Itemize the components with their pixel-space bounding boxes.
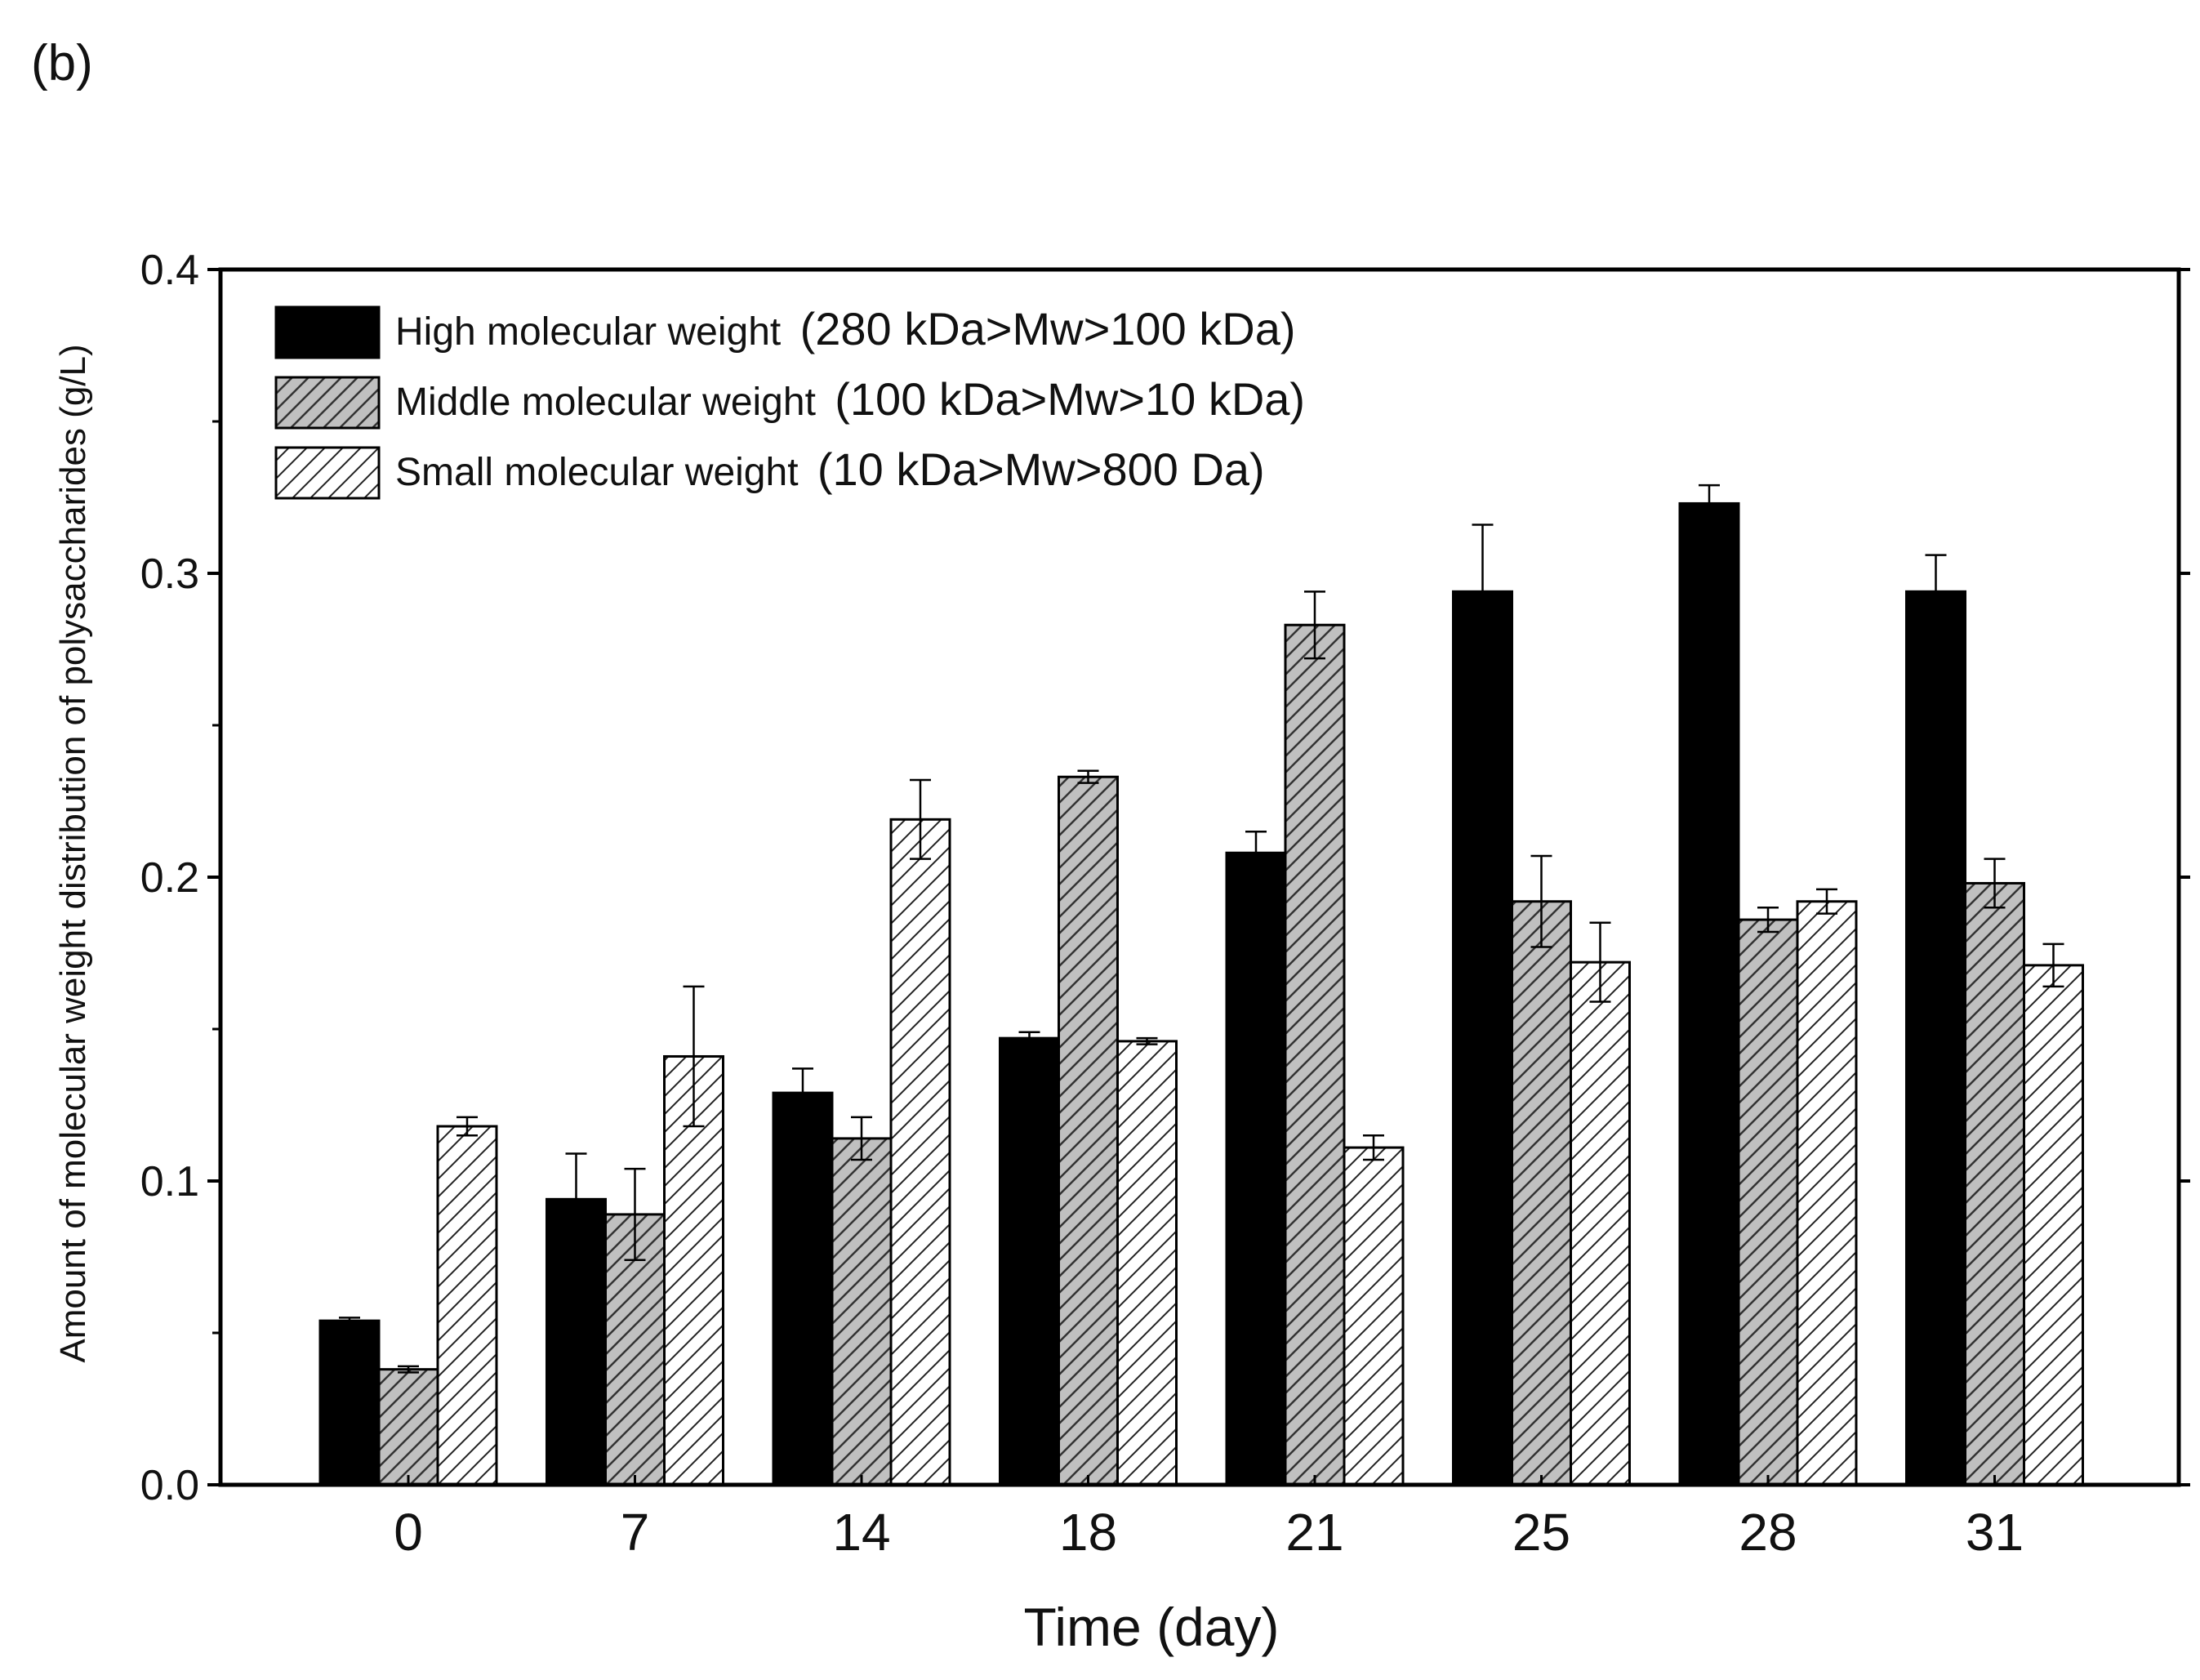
legend-label-small: Small molecular weight (10 kDa>Mw>800 Da… bbox=[395, 443, 1265, 495]
legend-label-high: High molecular weight (280 kDa>Mw>100 kD… bbox=[395, 303, 1296, 354]
legend-swatch-middle bbox=[276, 377, 379, 428]
bar-small-day-18 bbox=[1118, 1041, 1177, 1485]
x-tick-label-21: 21 bbox=[1285, 1503, 1343, 1562]
y-tick-label-0.1: 0.1 bbox=[140, 1158, 199, 1205]
legend-name-small: Small molecular weight bbox=[395, 451, 799, 494]
bar-high-day-0 bbox=[320, 1321, 379, 1485]
bar-small-day-21 bbox=[1344, 1147, 1403, 1485]
legend-name-middle: Middle molecular weight bbox=[395, 381, 816, 424]
bar-small-day-0 bbox=[438, 1126, 497, 1485]
bar-high-day-28 bbox=[1680, 503, 1739, 1485]
bar-middle-day-25 bbox=[1512, 902, 1571, 1485]
legend-label-middle: Middle molecular weight (100 kDa>Mw>10 k… bbox=[395, 373, 1305, 425]
legend-swatch-high bbox=[276, 307, 379, 358]
bar-high-day-21 bbox=[1227, 853, 1285, 1485]
x-tick-label-14: 14 bbox=[832, 1503, 890, 1562]
y-axis-label: Amount of molecular weight distribution … bbox=[53, 344, 93, 1362]
x-tick-label-7: 7 bbox=[621, 1503, 650, 1562]
x-tick-label-31: 31 bbox=[1966, 1503, 2024, 1562]
legend-range-high: (280 kDa>Mw>100 kDa) bbox=[800, 303, 1296, 354]
legend: High molecular weight (280 kDa>Mw>100 kD… bbox=[276, 303, 1305, 498]
x-tick-label-0: 0 bbox=[394, 1503, 423, 1562]
x-tick-label-25: 25 bbox=[1512, 1503, 1570, 1562]
bar-chart: 0.0 0.1 0.2 0.3 0.4 0 7 14 18 21 25 28 31 Amount of… bbox=[0, 0, 2200, 1680]
legend-range-middle: (100 kDa>Mw>10 kDa) bbox=[835, 373, 1305, 425]
y-tick-label-0.3: 0.3 bbox=[140, 550, 199, 598]
legend-swatch-small bbox=[276, 448, 379, 498]
bar-middle-day-28 bbox=[1739, 920, 1797, 1485]
bar-middle-day-18 bbox=[1059, 777, 1118, 1485]
bar-small-day-31 bbox=[2024, 965, 2083, 1485]
x-tick-label-28: 28 bbox=[1739, 1503, 1797, 1562]
bar-high-day-25 bbox=[1454, 591, 1512, 1485]
bar-high-day-18 bbox=[1000, 1038, 1059, 1485]
x-axis-label: Time (day) bbox=[1024, 1597, 1280, 1657]
bar-small-day-14 bbox=[891, 819, 950, 1485]
x-axis: 0 7 14 18 21 25 28 31 bbox=[394, 1475, 2024, 1562]
bar-high-day-14 bbox=[773, 1093, 832, 1485]
y-tick-label-0.0: 0.0 bbox=[140, 1462, 199, 1509]
bar-small-day-25 bbox=[1571, 962, 1630, 1485]
legend-range-small: (10 kDa>Mw>800 Da) bbox=[817, 443, 1265, 495]
bar-middle-day-21 bbox=[1285, 625, 1344, 1485]
legend-name-high: High molecular weight bbox=[395, 310, 781, 354]
bar-middle-day-0 bbox=[379, 1370, 438, 1485]
bar-small-day-28 bbox=[1797, 902, 1856, 1485]
y-tick-label-0.4: 0.4 bbox=[140, 247, 199, 294]
bar-middle-day-14 bbox=[832, 1139, 891, 1485]
bar-middle-day-31 bbox=[1966, 883, 2024, 1485]
x-tick-label-18: 18 bbox=[1059, 1503, 1117, 1562]
bar-high-day-31 bbox=[1907, 591, 1966, 1485]
bars-layer bbox=[320, 503, 2083, 1485]
y-tick-label-0.2: 0.2 bbox=[140, 854, 199, 902]
